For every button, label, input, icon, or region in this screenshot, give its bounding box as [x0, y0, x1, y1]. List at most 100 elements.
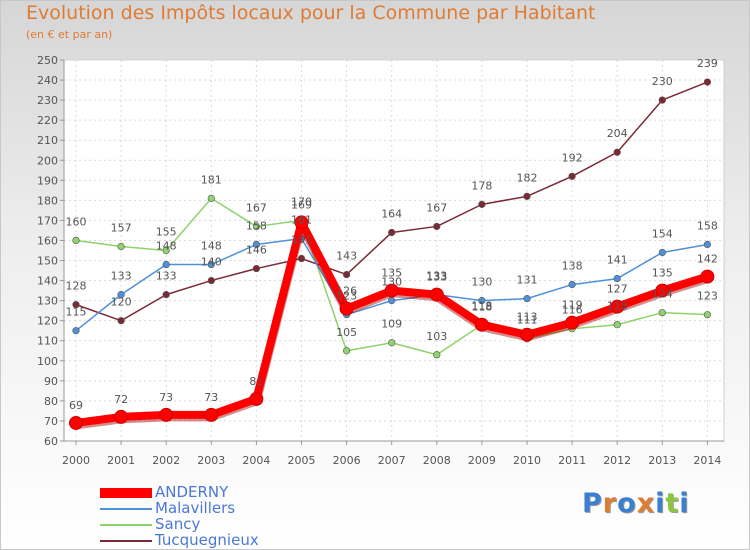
data-label: 120 — [111, 296, 132, 309]
data-label: 138 — [562, 260, 583, 273]
data-point — [117, 317, 125, 325]
data-label: 164 — [381, 207, 402, 220]
y-tick-label: 190 — [37, 174, 58, 187]
data-point — [568, 280, 576, 289]
data-point — [339, 301, 354, 316]
data-label: 123 — [336, 290, 357, 303]
data-point — [159, 407, 174, 422]
data-label: 135 — [381, 267, 402, 280]
data-point — [343, 270, 351, 279]
legend-label-malavillers: Malavillers — [155, 499, 236, 517]
y-tick-label: 210 — [37, 134, 58, 147]
data-point — [610, 299, 625, 314]
data-label: 133 — [426, 270, 447, 283]
data-point — [69, 415, 83, 430]
data-point — [613, 321, 621, 329]
x-tick-label: 2012 — [603, 454, 631, 467]
data-point — [252, 240, 260, 249]
logo-letter: x — [636, 488, 656, 519]
y-tick-label: 180 — [37, 194, 58, 207]
data-label: 115 — [66, 306, 87, 319]
data-label: 133 — [111, 270, 132, 283]
data-label: 148 — [201, 240, 222, 253]
data-label: 118 — [471, 300, 492, 313]
x-tick-label: 2001 — [107, 454, 135, 467]
data-point — [474, 317, 489, 332]
data-point — [249, 391, 264, 406]
x-tick-label: 2013 — [648, 454, 676, 467]
data-label: 146 — [246, 244, 267, 257]
x-tick-label: 2014 — [693, 454, 721, 467]
data-label: 123 — [697, 290, 718, 303]
data-point — [703, 78, 712, 86]
data-label: 192 — [562, 151, 583, 164]
data-label: 178 — [471, 179, 492, 192]
y-tick-label: 250 — [37, 54, 58, 67]
data-label: 157 — [111, 221, 132, 234]
x-tick-label: 2008 — [423, 454, 451, 467]
data-label: 118 — [471, 301, 492, 314]
data-point — [207, 276, 215, 285]
data-point — [658, 96, 666, 104]
data-label: 131 — [517, 274, 538, 287]
data-point — [72, 327, 80, 335]
data-label: 118 — [607, 300, 628, 313]
data-label: 103 — [426, 330, 447, 343]
data-label: 127 — [607, 283, 628, 296]
data-label: 154 — [652, 228, 673, 241]
x-tick-label: 2006 — [333, 454, 361, 467]
data-label: 133 — [426, 271, 447, 284]
data-label: 135 — [652, 267, 673, 280]
data-label: 160 — [66, 215, 87, 228]
data-point — [520, 327, 534, 342]
data-point — [72, 301, 80, 309]
data-point — [523, 295, 531, 303]
data-label: 181 — [201, 173, 222, 186]
data-label: 133 — [156, 270, 177, 283]
data-point — [523, 192, 531, 200]
logo-letter: o — [617, 488, 637, 519]
data-point — [478, 297, 486, 305]
y-tick-label: 140 — [37, 275, 58, 288]
y-tick-label: 130 — [37, 295, 58, 308]
x-tick-label: 2002 — [152, 454, 180, 467]
data-label: 140 — [201, 256, 222, 269]
data-point — [117, 242, 125, 251]
data-point — [207, 194, 215, 202]
data-label: 204 — [607, 127, 628, 140]
data-point — [613, 148, 621, 156]
data-label: 105 — [336, 326, 357, 339]
x-tick-label: 2009 — [468, 454, 496, 467]
y-tick-label: 100 — [37, 355, 58, 368]
legend-label-anderny: ANDERNY — [155, 483, 229, 501]
logo-letter: r — [602, 488, 618, 519]
data-point — [429, 287, 444, 302]
data-point — [343, 347, 351, 355]
data-label: 130 — [471, 276, 492, 289]
data-label: 169 — [291, 198, 312, 211]
x-tick-label: 2003 — [197, 454, 225, 467]
y-tick-label: 60 — [44, 435, 58, 448]
data-label: 113 — [517, 311, 538, 324]
data-point — [204, 407, 219, 422]
data-point — [388, 228, 396, 237]
data-point — [655, 283, 670, 298]
y-tick-label: 160 — [37, 234, 58, 247]
legend-swatch-anderny — [100, 488, 152, 498]
data-label: 119 — [562, 299, 583, 312]
y-tick-label: 240 — [37, 74, 58, 87]
y-tick-label: 90 — [44, 375, 58, 388]
data-point — [294, 215, 309, 230]
legend-label-tucquegnieux: Tucquegnieux — [155, 531, 259, 549]
data-label: 143 — [336, 250, 357, 263]
legend-swatch-sancy — [100, 524, 152, 526]
data-point — [252, 222, 260, 231]
chart-subtitle: (en € et par an) — [26, 28, 113, 41]
data-point — [114, 409, 129, 424]
legend-swatch-malavillers — [100, 508, 152, 510]
x-tick-label: 2007 — [378, 454, 406, 467]
data-point — [207, 260, 215, 269]
data-label: 126 — [336, 285, 357, 298]
data-point — [297, 254, 306, 263]
